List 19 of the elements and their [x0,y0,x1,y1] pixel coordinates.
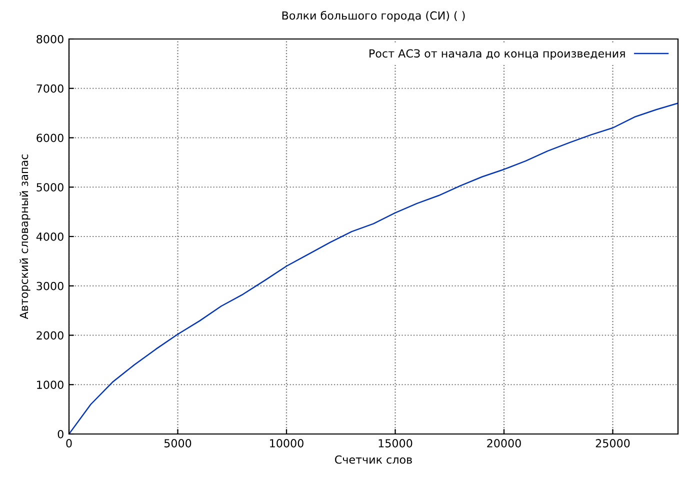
y-tick-label: 6000 [36,134,64,142]
y-tick-label: 8000 [36,34,64,44]
y-tick-label: 5000 [36,183,64,192]
y-tick-label: 2000 [36,331,64,340]
chart-title: Волки большого города (СИ) ( ) [282,10,465,22]
y-tick-label: 0 [58,430,64,438]
y-tick-label: 3000 [36,282,64,290]
y-tick-label: 4000 [36,232,64,241]
y-tick-label: 1000 [37,380,64,390]
legend-label: Рост АСЗ от начала до конца произведения [370,49,625,60]
x-tick-label: 15000 [378,439,412,448]
x-axis-title: Счетчик слов [335,455,412,464]
x-tick-label: 25000 [596,439,630,448]
x-tick-label: 20000 [487,439,521,448]
y-axis-title: Авторский словарный запас [20,154,30,320]
x-tick-label: 10000 [270,439,304,448]
y-tick-label: 7000 [36,84,64,93]
x-tick-label: 0 [66,439,72,448]
x-tick-label: 5000 [164,439,192,448]
